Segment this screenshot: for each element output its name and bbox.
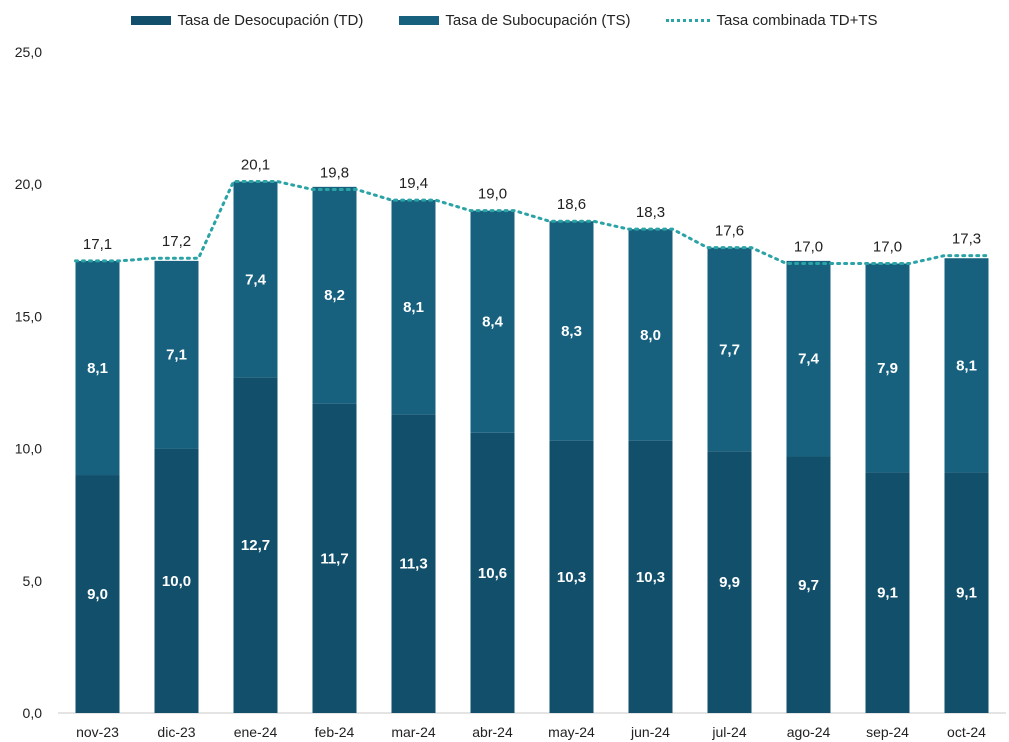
- bar-label-td: 10,0: [162, 573, 191, 590]
- bar-label-td: 11,3: [399, 556, 427, 573]
- bar-ts: [470, 210, 515, 433]
- x-tick-label: jun-24: [630, 724, 670, 740]
- legend-label-td: Tasa de Desocupación (TD): [177, 11, 364, 29]
- bar-ts: [549, 221, 594, 441]
- combined-label: 17,6: [715, 223, 744, 240]
- bar-td: [312, 403, 357, 713]
- bar-label-ts: 8,4: [482, 314, 504, 331]
- bar-ts: [707, 247, 752, 452]
- bar-ts: [154, 260, 199, 449]
- bar-td: [75, 475, 120, 713]
- bar-label-ts: 8,1: [87, 360, 108, 377]
- bar-label-td: 9,1: [877, 585, 898, 602]
- combined-label: 17,2: [162, 233, 191, 250]
- bar-ts: [312, 186, 357, 404]
- x-tick-label: ene-24: [234, 724, 278, 740]
- legend-item-ts: Tasa de Subocupación (TS): [399, 12, 630, 29]
- combined-label: 17,0: [873, 239, 902, 256]
- bar-label-ts: 7,9: [877, 360, 898, 377]
- bar-ts: [865, 263, 910, 473]
- bar-ts: [944, 258, 989, 473]
- bar-td: [944, 472, 989, 713]
- legend-swatch-td: [131, 15, 172, 25]
- bar-td: [470, 432, 515, 713]
- combined-label: 17,0: [794, 239, 823, 256]
- bar-label-ts: 7,7: [719, 341, 740, 358]
- bar-ts: [628, 229, 673, 441]
- combined-label: 19,8: [320, 164, 349, 181]
- bar-label-ts: 8,3: [561, 323, 582, 340]
- combined-line: [74, 180, 990, 266]
- bar-label-ts: 7,1: [166, 347, 187, 364]
- x-tick-label: oct-24: [947, 724, 986, 740]
- bar-td: [865, 472, 910, 713]
- y-tick-label: 0,0: [23, 705, 43, 721]
- bar-label-td: 10,6: [478, 565, 507, 582]
- y-tick-label: 15,0: [15, 308, 42, 324]
- bar-label-ts: 7,4: [245, 271, 267, 288]
- x-tick-label: abr-24: [472, 724, 513, 740]
- bar-label-ts: 8,1: [956, 357, 977, 374]
- legend: Tasa de Desocupación (TD) Tasa de Subocu…: [0, 8, 1009, 32]
- bar-td: [233, 377, 278, 713]
- combined-label: 19,0: [478, 186, 507, 203]
- x-tick-label: mar-24: [391, 724, 436, 740]
- y-tick-label: 25,0: [15, 44, 42, 60]
- y-tick-label: 20,0: [15, 176, 42, 192]
- x-tick-label: jul-24: [711, 724, 746, 740]
- legend-swatch-combined: [666, 18, 711, 22]
- bar-label-td: 9,1: [956, 585, 977, 602]
- bar-td: [628, 440, 673, 713]
- x-tick-label: nov-23: [76, 724, 119, 740]
- y-tick-label: 5,0: [23, 573, 43, 589]
- bar-label-td: 12,7: [241, 537, 270, 554]
- x-tick-label: feb-24: [315, 724, 355, 740]
- x-tick-label: sep-24: [866, 724, 909, 740]
- bar-td: [549, 440, 594, 713]
- bar-td: [154, 448, 199, 713]
- bar-label-td: 9,7: [798, 577, 819, 594]
- bar-label-td: 11,7: [320, 550, 348, 567]
- y-tick-label: 10,0: [15, 441, 42, 457]
- bar-td: [707, 451, 752, 713]
- bar-td: [786, 456, 831, 713]
- combined-label: 20,1: [241, 157, 270, 174]
- bar-ts: [75, 260, 120, 476]
- bar-label-td: 10,3: [557, 569, 586, 586]
- x-tick-label: ago-24: [787, 724, 831, 740]
- combined-label: 17,1: [83, 236, 112, 253]
- legend-swatch-ts: [399, 15, 440, 25]
- combined-label: 18,6: [557, 196, 586, 213]
- combined-label: 17,3: [952, 231, 981, 248]
- legend-label-ts: Tasa de Subocupación (TS): [445, 11, 631, 29]
- bar-label-ts: 8,0: [640, 327, 661, 344]
- combined-label: 19,4: [399, 175, 428, 192]
- bar-label-td: 9,0: [87, 586, 108, 603]
- bar-ts: [391, 200, 436, 415]
- bar-label-ts: 8,2: [324, 287, 345, 304]
- legend-item-td: Tasa de Desocupación (TD): [131, 12, 363, 29]
- bar-ts: [233, 181, 278, 378]
- bar-ts: [786, 260, 831, 457]
- bar-label-ts: 8,1: [403, 299, 424, 316]
- bar-label-td: 10,3: [636, 569, 665, 586]
- bar-td: [391, 414, 436, 713]
- bar-label-ts: 7,4: [798, 351, 820, 368]
- legend-item-combined: Tasa combinada TD+TS: [666, 11, 878, 29]
- x-tick-label: may-24: [548, 724, 595, 740]
- bar-label-td: 9,9: [719, 574, 740, 591]
- x-tick-label: dic-23: [157, 724, 195, 740]
- legend-label-combined: Tasa combinada TD+TS: [716, 11, 878, 29]
- combined-label: 18,3: [636, 204, 665, 221]
